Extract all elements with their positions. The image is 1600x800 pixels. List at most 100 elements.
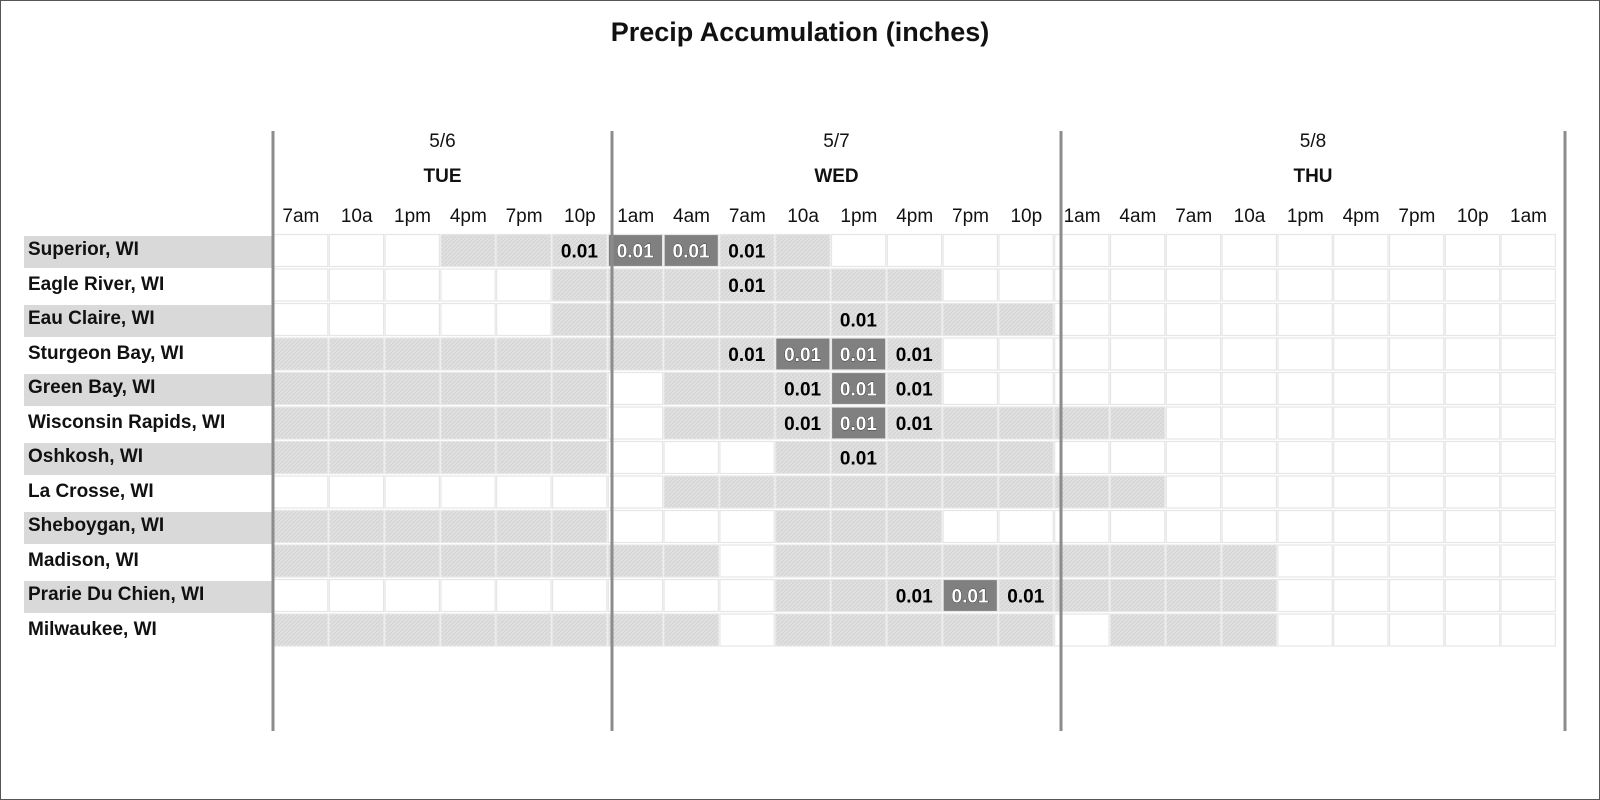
cell-value-label: 0.01 xyxy=(896,414,933,435)
heatmap-cell xyxy=(663,337,719,371)
heatmap-cell xyxy=(496,440,552,475)
heatmap-cell xyxy=(1444,337,1501,371)
cell-value-label: 0.01 xyxy=(561,242,598,263)
row-label: Superior, WI xyxy=(24,236,272,268)
heatmap-cell xyxy=(998,302,1054,337)
heatmap-cell xyxy=(830,371,887,406)
heatmap-cell xyxy=(1333,544,1389,578)
heatmap-cell xyxy=(1109,578,1166,613)
heatmap-cell xyxy=(607,613,664,647)
cell-value-label: 0.01 xyxy=(840,345,877,366)
heatmap-cell xyxy=(440,371,496,406)
heatmap-cell xyxy=(384,578,441,613)
heatmap-cell xyxy=(830,578,887,613)
heatmap-cell xyxy=(1444,509,1501,544)
heatmap-cell xyxy=(496,578,552,613)
time-label: 10p xyxy=(1456,206,1489,227)
heatmap-cell xyxy=(1333,578,1389,613)
heatmap-cell xyxy=(440,613,496,647)
heatmap-cell xyxy=(1277,337,1333,371)
heatmap-cell xyxy=(607,475,664,509)
heatmap-cell xyxy=(830,475,887,509)
heatmap-cell xyxy=(942,371,998,406)
heatmap-cell xyxy=(272,509,329,544)
heatmap-cell xyxy=(1333,302,1389,337)
heatmap-cell xyxy=(607,337,664,371)
day-name-label: WED xyxy=(814,166,859,187)
heatmap-cell xyxy=(328,268,385,302)
heatmap-cell xyxy=(663,268,719,302)
heatmap-cell xyxy=(1221,613,1277,647)
heatmap-cell xyxy=(719,475,775,509)
time-label: 1am xyxy=(1063,206,1101,227)
cell-value-label: 0.01 xyxy=(840,414,877,435)
row-label: Sheboygan, WI xyxy=(24,512,272,544)
heatmap-cell xyxy=(886,233,943,268)
heatmap-cell xyxy=(328,544,385,578)
heatmap-cell xyxy=(607,268,664,302)
heatmap-cell xyxy=(719,406,775,440)
heatmap-cell xyxy=(830,509,887,544)
heatmap-cell xyxy=(663,509,719,544)
heatmap-cell xyxy=(1165,475,1222,509)
heatmap-cell xyxy=(384,268,441,302)
heatmap-cell xyxy=(551,475,608,509)
heatmap-cell xyxy=(551,371,608,406)
heatmap-cell xyxy=(1333,406,1389,440)
heatmap-cell xyxy=(1388,475,1445,509)
heatmap-cell xyxy=(496,509,552,544)
heatmap-cell xyxy=(328,302,385,337)
heatmap-cell xyxy=(551,268,608,302)
heatmap-cell xyxy=(830,268,887,302)
heatmap-cell xyxy=(998,268,1054,302)
heatmap-cell xyxy=(384,406,441,440)
heatmap-cell xyxy=(1444,406,1501,440)
time-label: 4am xyxy=(673,206,710,227)
heatmap-cell xyxy=(551,578,608,613)
heatmap-cell xyxy=(1277,578,1333,613)
heatmap-cell xyxy=(1444,578,1501,613)
heatmap-cell xyxy=(1444,371,1501,406)
heatmap-cell xyxy=(998,406,1054,440)
heatmap-cell xyxy=(1388,268,1445,302)
heatmap-cell xyxy=(1054,337,1110,371)
heatmap-cell xyxy=(663,613,719,647)
heatmap-cell xyxy=(496,613,552,647)
heatmap-cell xyxy=(1500,440,1556,475)
heatmap-cell xyxy=(663,578,719,613)
day-date-label: 5/7 xyxy=(823,131,850,152)
heatmap-cell xyxy=(1165,371,1222,406)
heatmap-cell xyxy=(886,406,943,440)
heatmap-cell xyxy=(496,406,552,440)
heatmap-cell xyxy=(607,406,664,440)
time-label: 7am xyxy=(1175,206,1213,227)
heatmap-cell xyxy=(775,268,831,302)
heatmap-cell xyxy=(775,406,831,440)
heatmap-cell xyxy=(1054,475,1110,509)
heatmap-cell xyxy=(607,371,664,406)
heatmap-cell xyxy=(942,268,998,302)
heatmap-cell xyxy=(440,475,496,509)
heatmap-cell xyxy=(1333,475,1389,509)
heatmap-cell xyxy=(998,509,1054,544)
cell-value-label: 0.01 xyxy=(728,242,765,263)
heatmap-cell xyxy=(384,302,441,337)
heatmap-cell xyxy=(775,440,831,475)
heatmap-cell xyxy=(1333,440,1389,475)
heatmap-cell xyxy=(1109,371,1166,406)
heatmap-cell xyxy=(1221,440,1277,475)
heatmap-cell xyxy=(1444,268,1501,302)
heatmap-cell xyxy=(719,613,775,647)
heatmap-cell xyxy=(440,440,496,475)
heatmap-cell xyxy=(998,371,1054,406)
heatmap-cell xyxy=(1165,509,1222,544)
heatmap-cell xyxy=(496,475,552,509)
heatmap-cell xyxy=(1054,613,1110,647)
row-label: Oshkosh, WI xyxy=(24,443,272,475)
heatmap-cell xyxy=(1221,578,1277,613)
heatmap-cell xyxy=(1444,613,1501,647)
heatmap-cell xyxy=(830,337,887,371)
heatmap-cell xyxy=(440,302,496,337)
heatmap-cell xyxy=(1444,544,1501,578)
heatmap-cell xyxy=(496,544,552,578)
